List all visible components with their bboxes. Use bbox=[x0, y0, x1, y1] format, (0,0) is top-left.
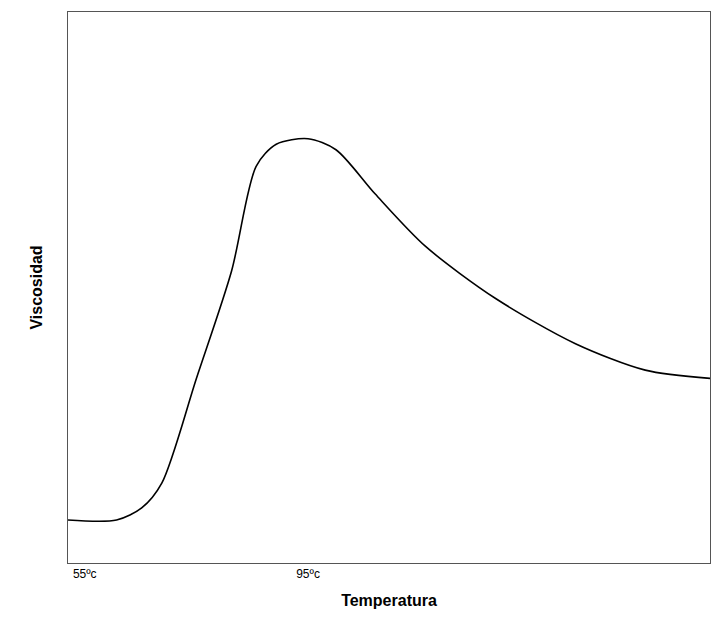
svg-text:Temperatura: Temperatura bbox=[341, 592, 437, 609]
svg-text:Viscosidad: Viscosidad bbox=[28, 245, 45, 329]
svg-text:55ºc: 55ºc bbox=[73, 567, 97, 581]
svg-text:95ºc: 95ºc bbox=[296, 567, 320, 581]
